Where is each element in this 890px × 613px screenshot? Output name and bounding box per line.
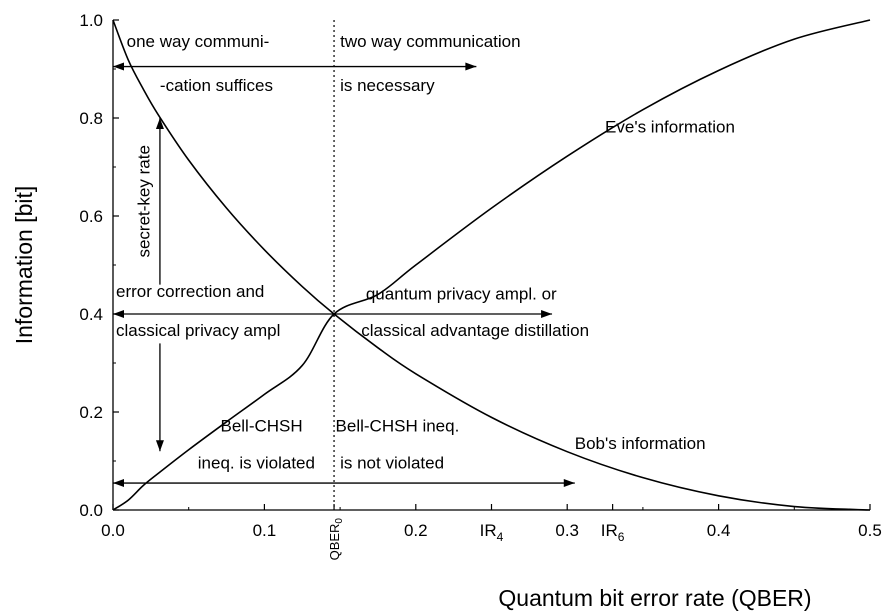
arrow-head — [563, 479, 575, 488]
arrow-head — [113, 62, 124, 71]
annotation-text: Bell-CHSH — [220, 417, 302, 436]
special-tick-subscript: 6 — [618, 530, 625, 544]
special-tick-text: QBER — [327, 524, 342, 561]
y-tick-label: 0.4 — [79, 305, 103, 324]
x-tick-label: 0.1 — [253, 521, 277, 540]
x-tick-label: 0.4 — [707, 521, 731, 540]
annotation-text: Eve's information — [605, 118, 735, 137]
y-tick-label: 0.6 — [79, 207, 103, 226]
annotation-text: ineq. is violated — [198, 453, 315, 472]
x-tick-label: 0.3 — [555, 521, 579, 540]
information-curves — [112, 19, 871, 511]
eves-information-curve — [112, 19, 871, 511]
annotation-text: Bell-CHSH ineq. — [336, 417, 460, 436]
annotation-text: classical privacy ampl — [116, 321, 280, 340]
annotation-text: quantum privacy ampl. or — [366, 284, 557, 303]
annotation-text: Bob's information — [575, 434, 706, 453]
qber0-tick-label: QBER0 — [327, 518, 345, 561]
y-tick-label: 0.8 — [79, 109, 103, 128]
x-axis-label: Quantum bit error rate (QBER) — [498, 585, 811, 611]
special-tick-subscript: 4 — [497, 530, 504, 544]
x-tick-label: 0.0 — [101, 521, 125, 540]
special-tick-text: IR — [601, 521, 618, 540]
annotation-text: secret-key rate — [134, 145, 153, 257]
ir-tick-label: IR4 — [480, 521, 504, 544]
arrow-head — [155, 118, 164, 129]
annotation-text: classical advantage distillation — [361, 321, 589, 340]
y-tick-label: 1.0 — [79, 11, 103, 30]
annotation-text: is necessary — [340, 76, 435, 95]
arrow-head — [465, 62, 477, 71]
axis-ticks: 0.0 0.1 0.2 0.3 0.4 0.5 0.0 0.2 0.4 0.6 0.8 1.0 QBER… — [79, 11, 881, 560]
annotation-text: -cation suffices — [160, 76, 273, 95]
y-tick-label: 0.0 — [79, 501, 103, 520]
annotation-text: error correction and — [116, 282, 264, 301]
annotations: one way communi- -cation suffices two way … — [116, 32, 735, 472]
bobs-information-curve — [112, 19, 871, 511]
x-tick-label: 0.5 — [858, 521, 882, 540]
annotation-text: two way communication — [340, 32, 520, 51]
arrow-head — [113, 479, 124, 488]
arrow-head — [155, 440, 164, 452]
ir-tick-label: IR6 — [601, 521, 625, 544]
y-tick-label: 0.2 — [79, 403, 103, 422]
annotation-text: one way communi- — [127, 32, 270, 51]
annotation-text: is not violated — [340, 453, 444, 472]
special-tick-subscript: 0 — [334, 518, 345, 524]
x-tick-label: 0.2 — [404, 521, 428, 540]
y-axis-label: Information [bit] — [11, 186, 37, 345]
annotation-arrows — [113, 62, 575, 488]
arrow-head — [541, 310, 553, 318]
arrow-head — [113, 310, 124, 318]
special-tick-text: IR — [480, 521, 497, 540]
